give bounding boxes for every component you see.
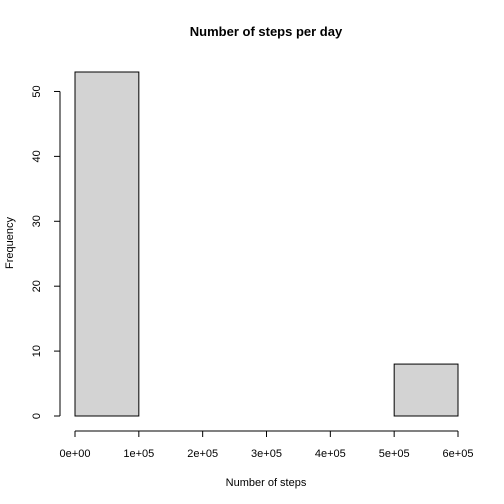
x-axis: 0e+00 1e+05 2e+05 3e+05 4e+05 5e+05 6e+05	[60, 430, 474, 460]
x-tick-label: 3e+05	[251, 448, 282, 460]
y-axis: 0 10 20 30 40 50	[31, 85, 61, 419]
x-tick-label: 0e+00	[60, 448, 91, 460]
y-tick-label: 30	[31, 215, 43, 227]
bars-group	[74, 71, 459, 417]
chart-title: Number of steps per day	[190, 24, 343, 39]
histogram-bar	[393, 363, 459, 417]
y-axis-label: Frequency	[4, 217, 16, 269]
x-tick-label: 4e+05	[315, 448, 346, 460]
x-tick-label: 5e+05	[379, 448, 410, 460]
y-tick-label: 0	[31, 413, 43, 419]
y-tick-label: 20	[31, 280, 43, 292]
x-tick-label: 2e+05	[187, 448, 218, 460]
x-tick-label: 1e+05	[123, 448, 154, 460]
y-tick-label: 50	[31, 85, 43, 97]
x-axis-label: Number of steps	[226, 477, 307, 489]
y-tick-label: 40	[31, 150, 43, 162]
histogram-bar	[74, 71, 140, 417]
x-tick-label: 6e+05	[443, 448, 474, 460]
y-tick-label: 10	[31, 345, 43, 357]
